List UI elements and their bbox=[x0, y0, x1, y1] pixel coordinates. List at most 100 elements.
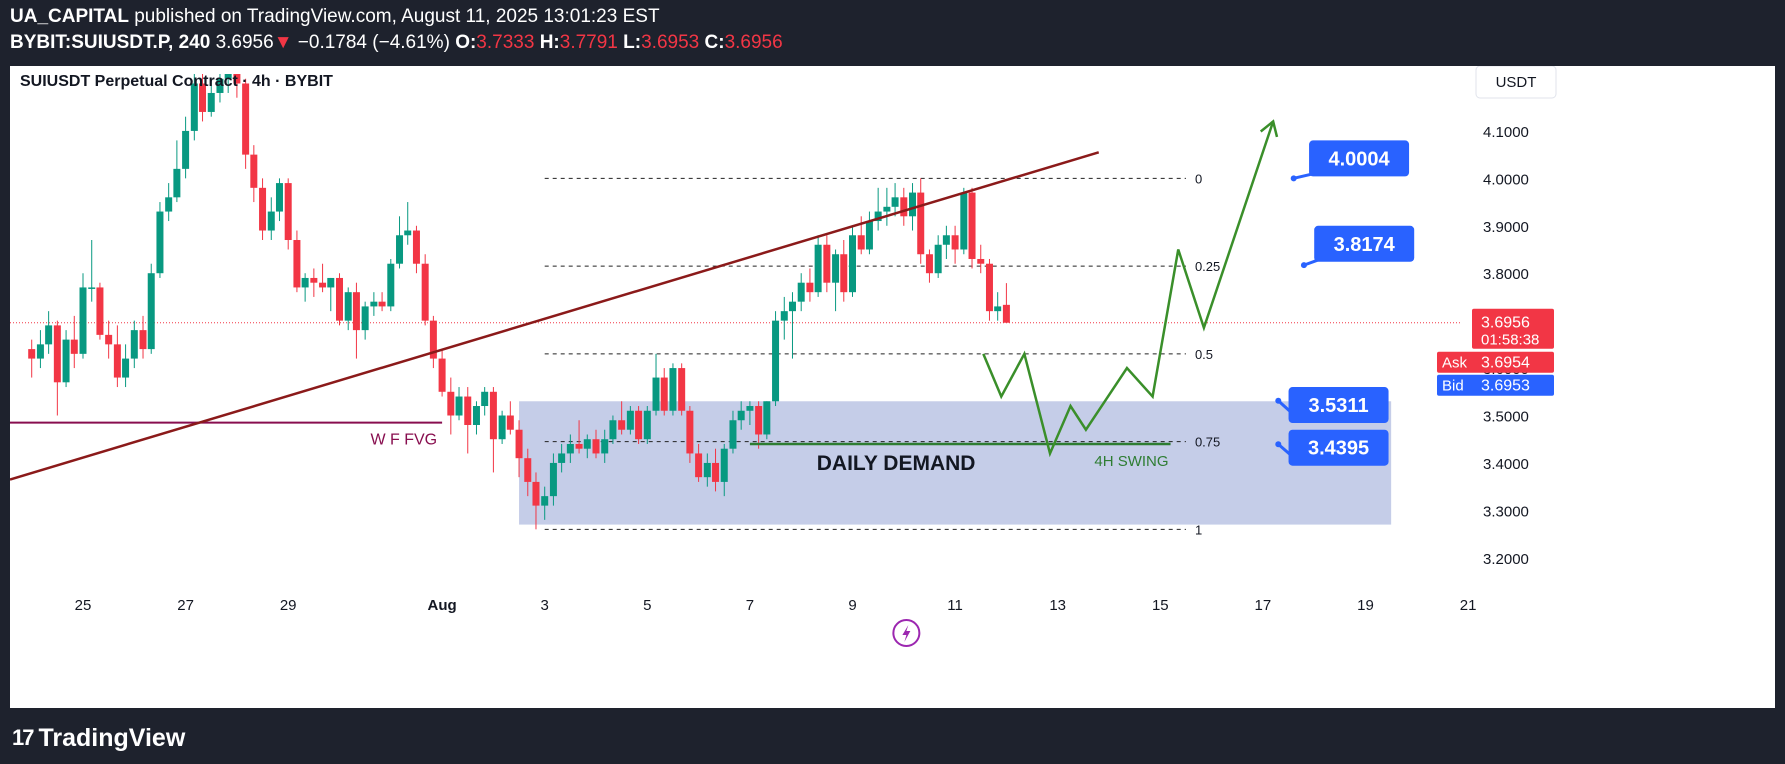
candle-body bbox=[267, 211, 275, 231]
candle-body bbox=[378, 301, 386, 307]
candle-body bbox=[840, 254, 848, 293]
x-axis-tick: 21 bbox=[1460, 597, 1477, 614]
currency-button[interactable] bbox=[1475, 66, 1557, 99]
swing-label: 4H SWING bbox=[1094, 453, 1168, 470]
bid-value: 3.6953 bbox=[1481, 378, 1530, 395]
candle-body bbox=[994, 306, 1002, 312]
candle-body bbox=[695, 453, 703, 478]
tradingview-logo[interactable]: 17 TradingView bbox=[12, 722, 185, 754]
candle-body bbox=[909, 192, 917, 217]
x-axis-tick: 5 bbox=[643, 597, 651, 614]
bid-badge bbox=[1437, 374, 1554, 396]
author-name[interactable]: UA_CAPITAL bbox=[10, 6, 129, 27]
candle-body bbox=[396, 235, 404, 264]
candle-body bbox=[464, 396, 472, 425]
close-value: 3.6956 bbox=[724, 32, 783, 53]
tradingview-wordmark: TradingView bbox=[38, 723, 186, 752]
y-axis-tick: 3.3000 bbox=[1483, 503, 1529, 520]
candle-body bbox=[207, 92, 215, 112]
candle-body bbox=[797, 282, 805, 302]
candle-body bbox=[352, 292, 360, 331]
chart-panel[interactable]: 0 0.25 0.5 0.75 1 W F FVG 4H SWING DAILY DEMAND… bbox=[10, 66, 1775, 708]
candle-body bbox=[566, 443, 574, 454]
close-label: C: bbox=[704, 32, 725, 53]
candle-body bbox=[275, 183, 283, 212]
y-axis-tick: 4.1000 bbox=[1483, 124, 1529, 141]
candle-body bbox=[336, 277, 343, 321]
low-value: 3.6953 bbox=[641, 32, 700, 53]
candle-body bbox=[45, 325, 53, 345]
candle-body bbox=[293, 240, 301, 288]
candle-body bbox=[788, 301, 796, 312]
candle-body bbox=[173, 168, 181, 198]
candle-body bbox=[1002, 304, 1010, 323]
last-price: 3.6956 bbox=[215, 32, 274, 53]
candle-body bbox=[387, 263, 395, 307]
candle-body bbox=[438, 358, 446, 392]
candle-body bbox=[182, 130, 190, 169]
candle-body bbox=[498, 415, 506, 440]
y-axis-tick: 3.5000 bbox=[1483, 409, 1529, 426]
projection-path bbox=[982, 121, 1275, 458]
x-axis-tick: 25 bbox=[75, 597, 92, 614]
candle-body bbox=[62, 339, 70, 383]
bar-countdown: 01:58:38 bbox=[1481, 332, 1539, 349]
candle-body bbox=[233, 74, 241, 84]
candle-body bbox=[712, 462, 720, 482]
candle-body bbox=[977, 258, 985, 264]
candle-body bbox=[53, 325, 61, 383]
symbol-label: BYBIT:SUIUSDT.P, 240 bbox=[10, 32, 211, 53]
fib-level-label: 0.25 bbox=[1195, 259, 1220, 274]
candle-body bbox=[361, 306, 369, 331]
candle-body bbox=[643, 410, 651, 440]
candle-body bbox=[857, 235, 865, 250]
chart-title: SUIUSDT Perpetual Contract · 4h · BYBIT bbox=[20, 73, 333, 90]
x-axis-tick: 13 bbox=[1049, 597, 1066, 614]
candle-body bbox=[549, 462, 557, 497]
price-callout-box bbox=[1288, 387, 1389, 424]
x-axis-tick: 27 bbox=[177, 597, 194, 614]
candle-body bbox=[506, 415, 514, 430]
y-axis-tick: 3.8000 bbox=[1483, 266, 1529, 283]
price-chart[interactable]: 0 0.25 0.5 0.75 1 W F FVG 4H SWING DAILY DEMAND… bbox=[10, 66, 1775, 708]
candle-body bbox=[806, 282, 814, 293]
candle-body bbox=[592, 439, 600, 454]
projection-arrowhead bbox=[1259, 119, 1279, 138]
candle-body bbox=[934, 244, 942, 274]
x-axis-tick: 15 bbox=[1152, 597, 1169, 614]
last-price-badge bbox=[1472, 308, 1554, 349]
candle-body bbox=[960, 192, 968, 250]
x-axis-tick: 19 bbox=[1357, 597, 1374, 614]
candle-body bbox=[370, 301, 378, 307]
candle-body bbox=[404, 230, 412, 236]
candle-body bbox=[686, 410, 694, 454]
currency-button-label: USDT bbox=[1496, 74, 1537, 91]
price-callout-text: 3.8174 bbox=[1334, 234, 1396, 256]
candle-body bbox=[165, 197, 173, 212]
x-axis-tick: 29 bbox=[280, 597, 297, 614]
price-callout-anchor bbox=[1275, 441, 1282, 448]
y-axis-tick: 3.9000 bbox=[1483, 219, 1529, 236]
candle-body bbox=[532, 481, 540, 506]
candle-body bbox=[429, 320, 437, 359]
candle-body bbox=[652, 377, 660, 411]
candle-body bbox=[284, 183, 292, 241]
candle-body bbox=[489, 391, 497, 440]
fib-level-label: 0.75 bbox=[1195, 435, 1220, 450]
price-callout-text: 4.0004 bbox=[1328, 148, 1390, 170]
candle-body bbox=[737, 410, 745, 421]
fib-level-label: 1 bbox=[1195, 522, 1202, 537]
candles-group bbox=[28, 74, 1010, 530]
candle-body bbox=[216, 78, 224, 93]
ask-badge bbox=[1437, 351, 1554, 373]
candle-body bbox=[541, 496, 549, 506]
candle-body bbox=[105, 334, 113, 345]
candle-body bbox=[319, 282, 327, 288]
candle-body bbox=[900, 197, 908, 217]
candle-body bbox=[746, 406, 754, 411]
y-axis-tick: 4.0000 bbox=[1483, 171, 1529, 188]
candle-body bbox=[763, 401, 771, 435]
candle-body bbox=[729, 420, 737, 449]
candle-body bbox=[660, 377, 668, 411]
price-callout-box bbox=[1314, 225, 1415, 262]
